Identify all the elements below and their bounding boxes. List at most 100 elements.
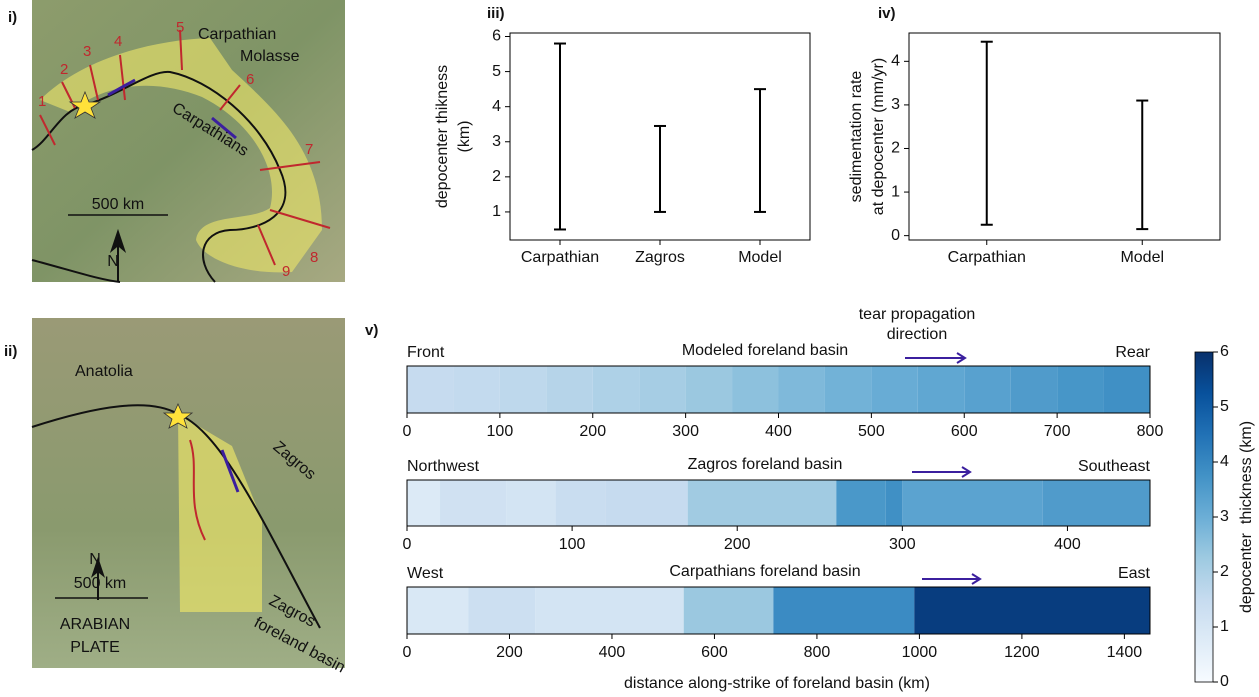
x-tick-label: 400: [599, 644, 626, 661]
y-tick-label: 3: [891, 96, 900, 113]
map-label: ARABIAN: [60, 616, 130, 633]
map-label: Carpathian: [198, 26, 276, 43]
colorbar-label: depocenter thickness (km): [1238, 421, 1255, 613]
strip-left-label: Front: [407, 344, 445, 361]
colorbar-tick-label: 4: [1220, 453, 1229, 470]
map-label: Anatolia: [75, 363, 133, 380]
x-tick-label: 0: [403, 536, 412, 553]
heat-cell: [684, 587, 774, 634]
colorbar-tick-label: 1: [1220, 618, 1229, 635]
x-tick-label: 800: [1137, 423, 1164, 440]
direction-arrow: [922, 574, 980, 584]
x-tick-label: Carpathian: [948, 249, 1026, 266]
y-tick-label: 3: [492, 133, 501, 150]
x-tick-label: 600: [701, 644, 728, 661]
heat-cell: [902, 480, 1042, 526]
y-tick-label: 0: [891, 227, 900, 244]
heat-cell: [407, 480, 440, 526]
x-tick-label: Model: [1120, 249, 1164, 266]
strip-left-label: West: [407, 565, 444, 582]
heat-cell: [500, 366, 546, 413]
heat-cell: [639, 366, 685, 413]
plot-frame: [909, 33, 1220, 240]
heat-cell: [506, 480, 556, 526]
x-tick-label: 800: [804, 644, 831, 661]
x-tick-label: Carpathian: [521, 249, 599, 266]
panel-label: iii): [487, 5, 505, 22]
section-label: 9: [282, 263, 290, 280]
north-label: N: [89, 551, 101, 568]
heat-cell: [964, 366, 1010, 413]
heat-cell: [918, 366, 964, 413]
y-axis-label: depocenter thikness: [434, 65, 451, 208]
y-axis-label: at depocenter (mm/yr): [870, 58, 887, 215]
annotation: tear propagation: [859, 306, 976, 323]
section-label: 3: [83, 43, 91, 60]
section-label: 8: [310, 249, 318, 266]
y-tick-label: 4: [492, 98, 501, 115]
x-tick-label: 1200: [1004, 644, 1040, 661]
y-axis-label: (km): [456, 121, 473, 153]
panel-label: ii): [4, 343, 17, 360]
x-tick-label: 0: [403, 423, 412, 440]
x-tick-label: 300: [672, 423, 699, 440]
section-label: 4: [114, 33, 122, 50]
heat-cell: [546, 366, 592, 413]
heat-cell: [825, 366, 871, 413]
north-label: N: [107, 253, 119, 270]
colorbar: [1195, 352, 1213, 682]
x-tick-label: 1000: [902, 644, 938, 661]
heat-cell: [1043, 480, 1150, 526]
direction-arrow: [912, 467, 970, 477]
x-tick-label: 200: [496, 644, 523, 661]
heat-cell: [407, 587, 468, 634]
heat-cell: [556, 480, 606, 526]
heat-cell: [914, 587, 1150, 634]
heat-cell: [535, 587, 684, 634]
strip-title: Carpathians foreland basin: [669, 563, 860, 580]
x-tick-label: 200: [724, 536, 751, 553]
figure: i) Carpathian Molasse Carpathians 500 km…: [0, 0, 1259, 697]
heat-cell: [688, 480, 837, 526]
strip-left-label: Northwest: [407, 458, 480, 475]
x-tick-label: 100: [487, 423, 514, 440]
strip-title: Zagros foreland basin: [688, 456, 843, 473]
x-tick-label: 300: [889, 536, 916, 553]
x-tick-label: 400: [1054, 536, 1081, 553]
x-tick-label: 700: [1044, 423, 1071, 440]
heat-cell: [468, 587, 535, 634]
y-tick-label: 6: [492, 28, 501, 45]
colorbar-tick-label: 5: [1220, 398, 1229, 415]
map-label: PLATE: [70, 639, 120, 656]
heat-cell: [773, 587, 914, 634]
x-tick-label: 200: [579, 423, 606, 440]
direction-arrow: [905, 353, 965, 363]
x-tick-label: 1400: [1107, 644, 1143, 661]
colorbar-tick-label: 6: [1220, 343, 1229, 360]
section-label: 2: [60, 61, 68, 78]
strip-title: Modeled foreland basin: [682, 342, 848, 359]
x-tick-label: 500: [858, 423, 885, 440]
heat-cell: [453, 366, 499, 413]
heat-cell: [1011, 366, 1057, 413]
heat-cell: [871, 366, 917, 413]
y-axis-label: sedimentation rate: [848, 71, 865, 203]
heat-cell: [779, 366, 825, 413]
x-tick-label: Model: [738, 249, 782, 266]
strip-right-label: East: [1118, 565, 1151, 582]
heat-cell: [1057, 366, 1103, 413]
y-tick-label: 1: [492, 203, 501, 220]
panel-label: v): [365, 322, 378, 339]
section-label: 7: [305, 141, 313, 158]
strip-right-label: Southeast: [1078, 458, 1151, 475]
map-ii: ii) Anatolia Zagros Zagros foreland basi…: [4, 318, 348, 676]
section-label: 6: [246, 71, 254, 88]
panel-label: i): [8, 9, 17, 26]
y-tick-label: 4: [891, 53, 900, 70]
heat-cell: [886, 480, 903, 526]
y-tick-label: 1: [891, 183, 900, 200]
x-axis-label: distance along-strike of foreland basin …: [624, 675, 930, 692]
y-tick-label: 5: [492, 63, 501, 80]
heat-cell: [407, 366, 453, 413]
colorbar-tick-label: 2: [1220, 563, 1229, 580]
